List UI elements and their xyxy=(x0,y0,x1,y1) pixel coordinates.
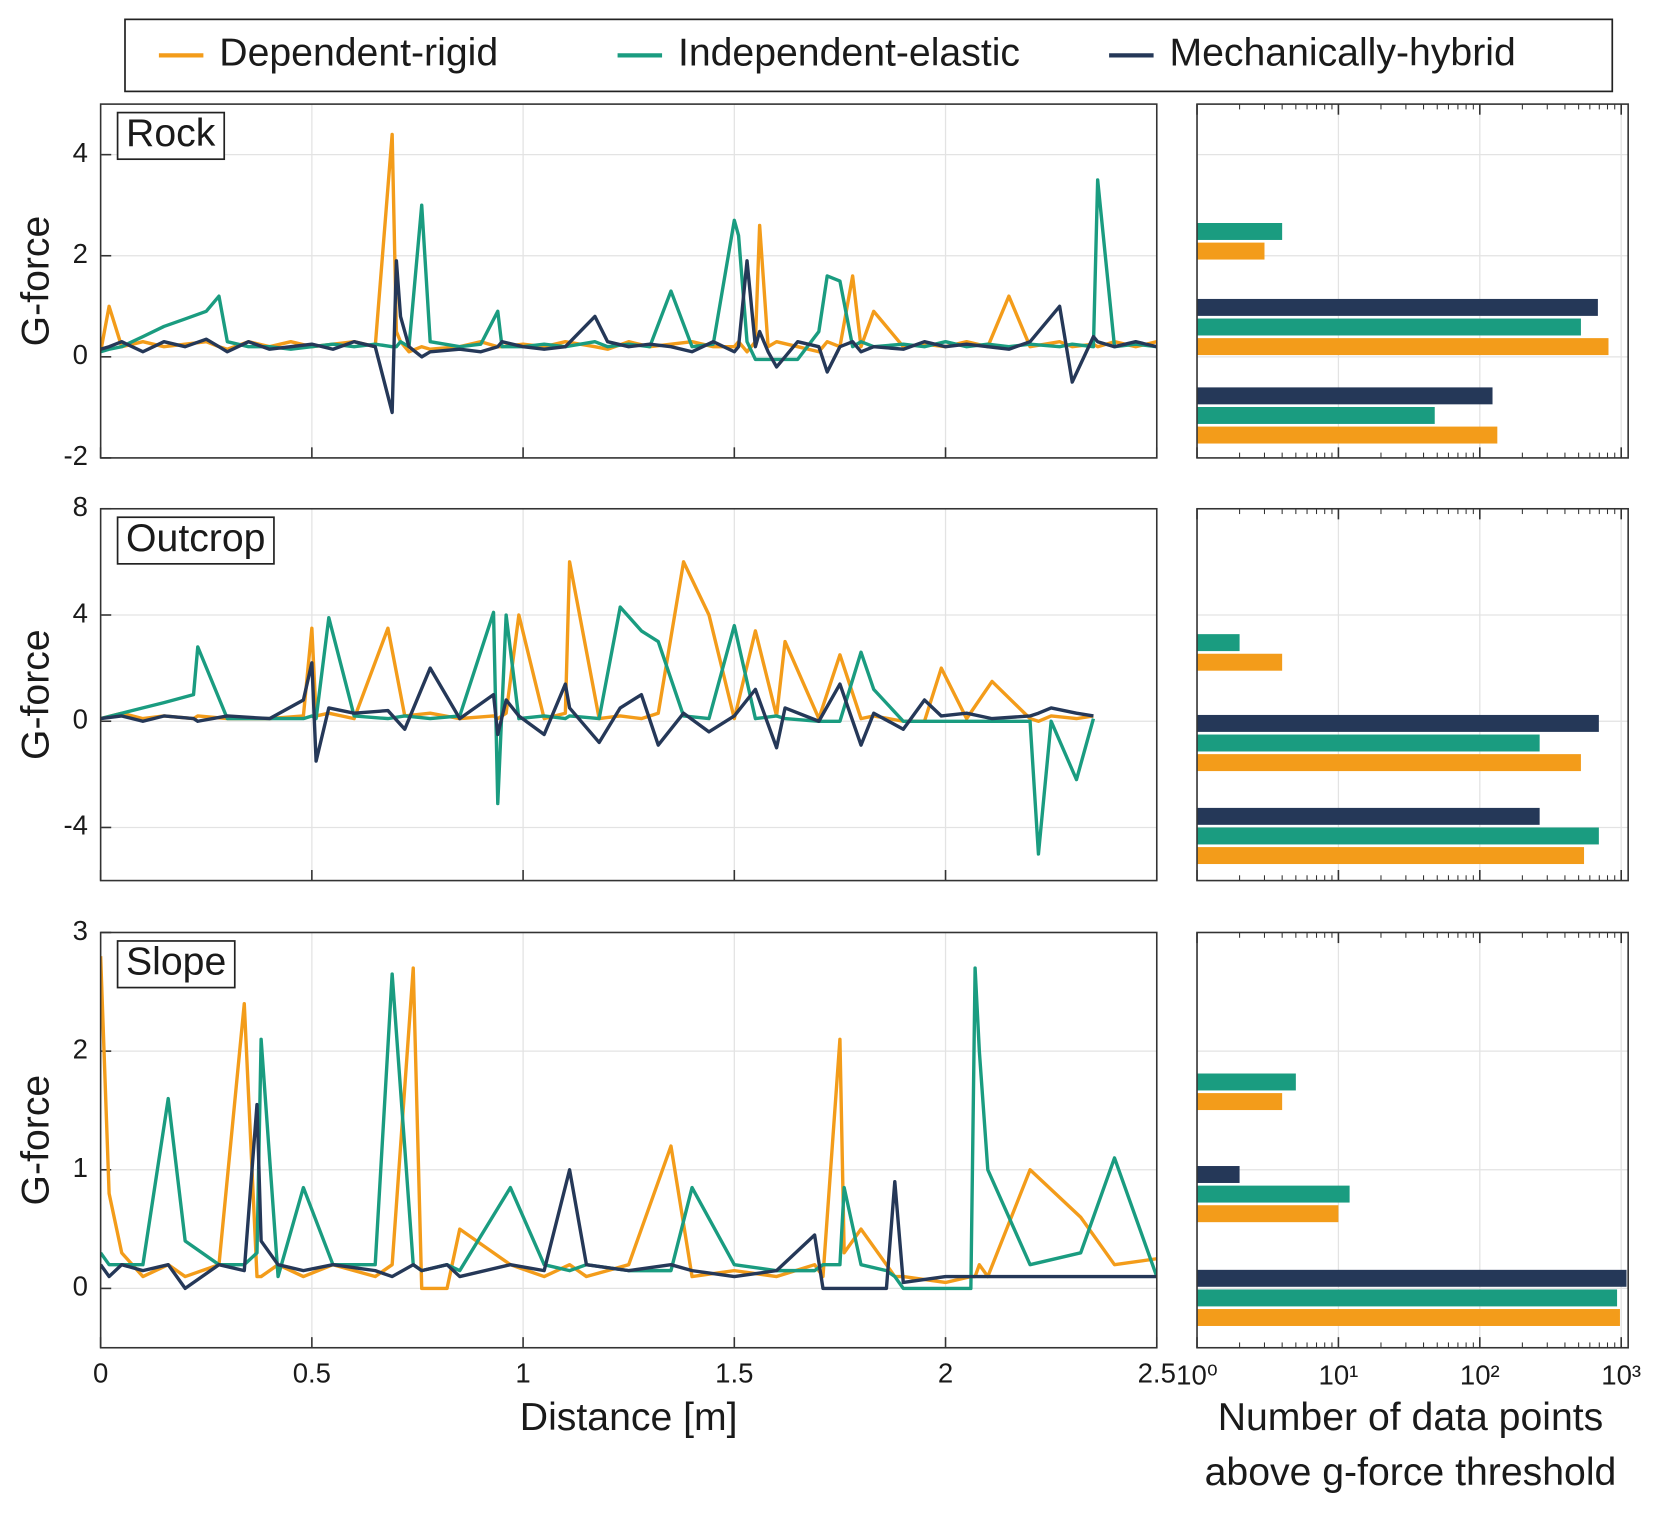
panel-title-box xyxy=(116,111,226,161)
series-line xyxy=(100,560,1094,723)
series-group xyxy=(100,956,1157,1291)
y-axis-label: G-force xyxy=(14,1075,57,1206)
panel-title: Rock xyxy=(126,112,216,155)
plot-frame xyxy=(1196,507,1629,882)
y-tick-label: 3 xyxy=(73,915,88,946)
bar xyxy=(1197,1093,1283,1111)
bar xyxy=(1197,223,1283,240)
panel-title-box xyxy=(116,940,236,989)
bar xyxy=(1197,653,1283,671)
y-axis-label: G-force xyxy=(14,629,57,760)
series-line xyxy=(100,259,1157,415)
bar xyxy=(1197,1205,1339,1223)
series-line xyxy=(100,605,1096,856)
bar xyxy=(1197,1269,1627,1287)
x-axis-label: Distance [m] xyxy=(520,1396,738,1439)
y-tick-label: 2 xyxy=(73,238,88,269)
series-group xyxy=(100,560,1096,856)
y-tick-label: 4 xyxy=(73,597,88,628)
plot-area xyxy=(100,104,1157,458)
series-group xyxy=(100,132,1157,415)
bar xyxy=(1197,1166,1240,1183)
x-tick-label: 0 xyxy=(93,1358,108,1389)
x-tick-label: 1.5 xyxy=(715,1358,753,1389)
bar xyxy=(1197,1309,1620,1326)
y-tick-label: -2 xyxy=(63,440,87,471)
panel-title: Outcrop xyxy=(126,517,265,560)
plot-frame xyxy=(99,931,1158,1349)
plot-frame xyxy=(99,507,1158,882)
x-tick-label: 2 xyxy=(938,1358,953,1389)
x-tick-label: 0.5 xyxy=(293,1358,331,1389)
bar xyxy=(1197,714,1599,732)
series-line xyxy=(100,956,1157,1291)
y-tick-label: 0 xyxy=(73,339,88,370)
bar xyxy=(1197,847,1585,865)
y-tick-label: 4 xyxy=(73,137,88,168)
legend-label: Dependent-rigid xyxy=(219,32,498,75)
bar xyxy=(1197,734,1540,752)
y-tick-label: 0 xyxy=(73,704,88,735)
bar xyxy=(1197,827,1599,845)
plot-frame xyxy=(99,103,1158,459)
y-tick-label: 0 xyxy=(73,1271,88,1302)
series-line xyxy=(100,661,1094,763)
x-tick-label: 1 xyxy=(515,1358,530,1389)
bar xyxy=(1197,1289,1618,1307)
legend-box xyxy=(124,18,1614,93)
bar xyxy=(1197,807,1540,825)
legend-label: Mechanically-hybrid xyxy=(1169,32,1515,75)
plot-frame xyxy=(1196,103,1629,459)
x-tick-label: 10⁰ xyxy=(1176,1360,1218,1391)
plot-area xyxy=(100,932,1157,1348)
y-tick-label: 1 xyxy=(73,1152,88,1183)
x-tick-label: 10² xyxy=(1460,1360,1500,1391)
bar xyxy=(1197,1073,1296,1091)
series-line xyxy=(100,1102,1157,1291)
x-axis-label: Number of data points xyxy=(1218,1396,1604,1439)
y-tick-label: -4 xyxy=(63,810,87,841)
bar xyxy=(1197,298,1598,316)
plot-frame xyxy=(1196,931,1629,1349)
plot-area xyxy=(1197,104,1629,458)
bar xyxy=(1197,338,1609,356)
panel-title-box xyxy=(116,516,275,565)
x-axis-label: above g-force threshold xyxy=(1205,1451,1617,1494)
plot-area xyxy=(100,508,1157,881)
bar xyxy=(1197,1185,1350,1203)
x-tick-label: 10³ xyxy=(1601,1360,1641,1391)
bar xyxy=(1197,318,1581,336)
y-tick-label: 2 xyxy=(73,1033,88,1064)
bar xyxy=(1197,754,1581,772)
x-tick-label: 10¹ xyxy=(1319,1360,1359,1391)
bar xyxy=(1197,426,1498,444)
panel-title: Slope xyxy=(126,941,226,984)
bar xyxy=(1197,406,1435,424)
y-tick-label: 8 xyxy=(73,491,88,522)
y-axis-label: G-force xyxy=(14,216,57,347)
bar xyxy=(1197,634,1240,652)
x-tick-label: 2.5 xyxy=(1138,1358,1176,1389)
bar xyxy=(1197,242,1265,260)
legend-label: Independent-elastic xyxy=(678,32,1020,75)
bar xyxy=(1197,387,1493,405)
